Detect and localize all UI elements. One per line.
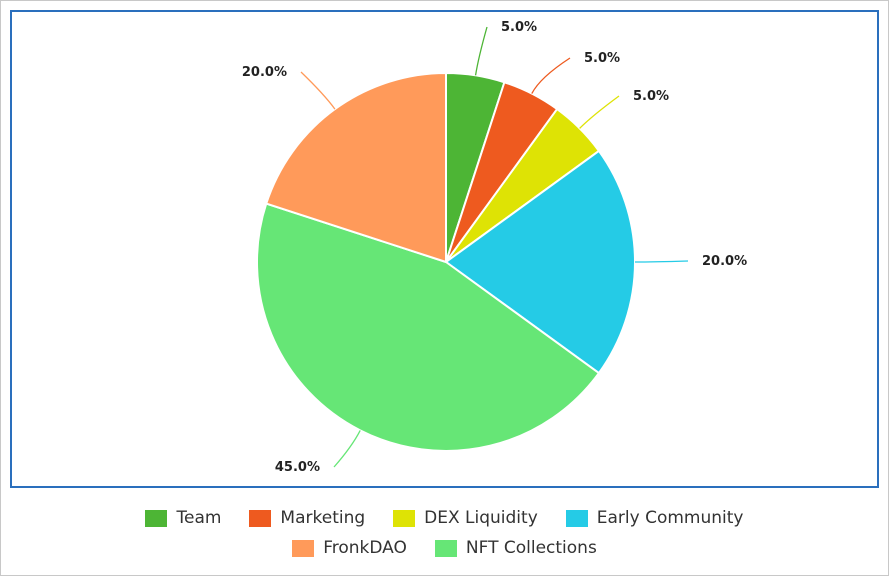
label-marketing: 5.0% <box>584 51 620 66</box>
slice-fronkdao[interactable] <box>264 71 447 264</box>
legend-row-1: Team Marketing DEX Liquidity Early Commu… <box>145 508 744 528</box>
leader-line-marketing <box>531 57 571 94</box>
legend-swatch-dex-liquidity <box>393 509 416 527</box>
label-fronkdao: 20.0% <box>242 65 287 80</box>
legend-label-team: Team <box>176 508 222 528</box>
label-team: 5.0% <box>501 20 537 35</box>
legend-item-dex-liquidity[interactable]: DEX Liquidity <box>393 508 538 528</box>
legend-label-early-community: Early Community <box>596 508 744 528</box>
legend-label-nft-collections: NFT Collections <box>465 538 597 558</box>
legend-item-marketing[interactable]: Marketing <box>249 508 365 528</box>
leader-line-team <box>474 26 488 76</box>
legend-label-fronkdao: FronkDAO <box>323 538 407 558</box>
pie-slices <box>256 71 636 452</box>
legend-swatch-nft-collections <box>434 539 457 557</box>
leader-line-dex-liquidity <box>579 95 620 129</box>
legend-item-team[interactable]: Team <box>145 508 221 528</box>
leader-line-nft-collections <box>333 430 361 468</box>
legend-label-dex-liquidity: DEX Liquidity <box>424 508 538 528</box>
legend-row-2: FronkDAO NFT Collections <box>292 538 597 558</box>
leader-lines <box>300 26 689 468</box>
legend-item-nft-collections[interactable]: NFT Collections <box>434 538 597 558</box>
slice-labels: 5.0% 5.0% 5.0% 20.0% 45.0% 20.0% <box>242 20 747 475</box>
legend-swatch-marketing <box>249 509 272 527</box>
legend: Team Marketing DEX Liquidity Early Commu… <box>0 508 889 558</box>
label-early-community: 20.0% <box>702 254 747 269</box>
leader-line-fronkdao <box>300 71 336 110</box>
label-nft-collections: 45.0% <box>275 460 320 475</box>
legend-item-fronkdao[interactable]: FronkDAO <box>292 538 407 558</box>
legend-item-early-community[interactable]: Early Community <box>565 508 744 528</box>
legend-label-marketing: Marketing <box>280 508 366 528</box>
leader-line-early-community <box>634 260 689 263</box>
slice-nft-collections[interactable] <box>256 202 601 452</box>
label-dex-liquidity: 5.0% <box>633 89 669 104</box>
legend-swatch-fronkdao <box>292 539 315 557</box>
legend-swatch-team <box>145 509 168 527</box>
legend-swatch-early-community <box>565 509 588 527</box>
slice-early-community[interactable] <box>444 149 636 375</box>
